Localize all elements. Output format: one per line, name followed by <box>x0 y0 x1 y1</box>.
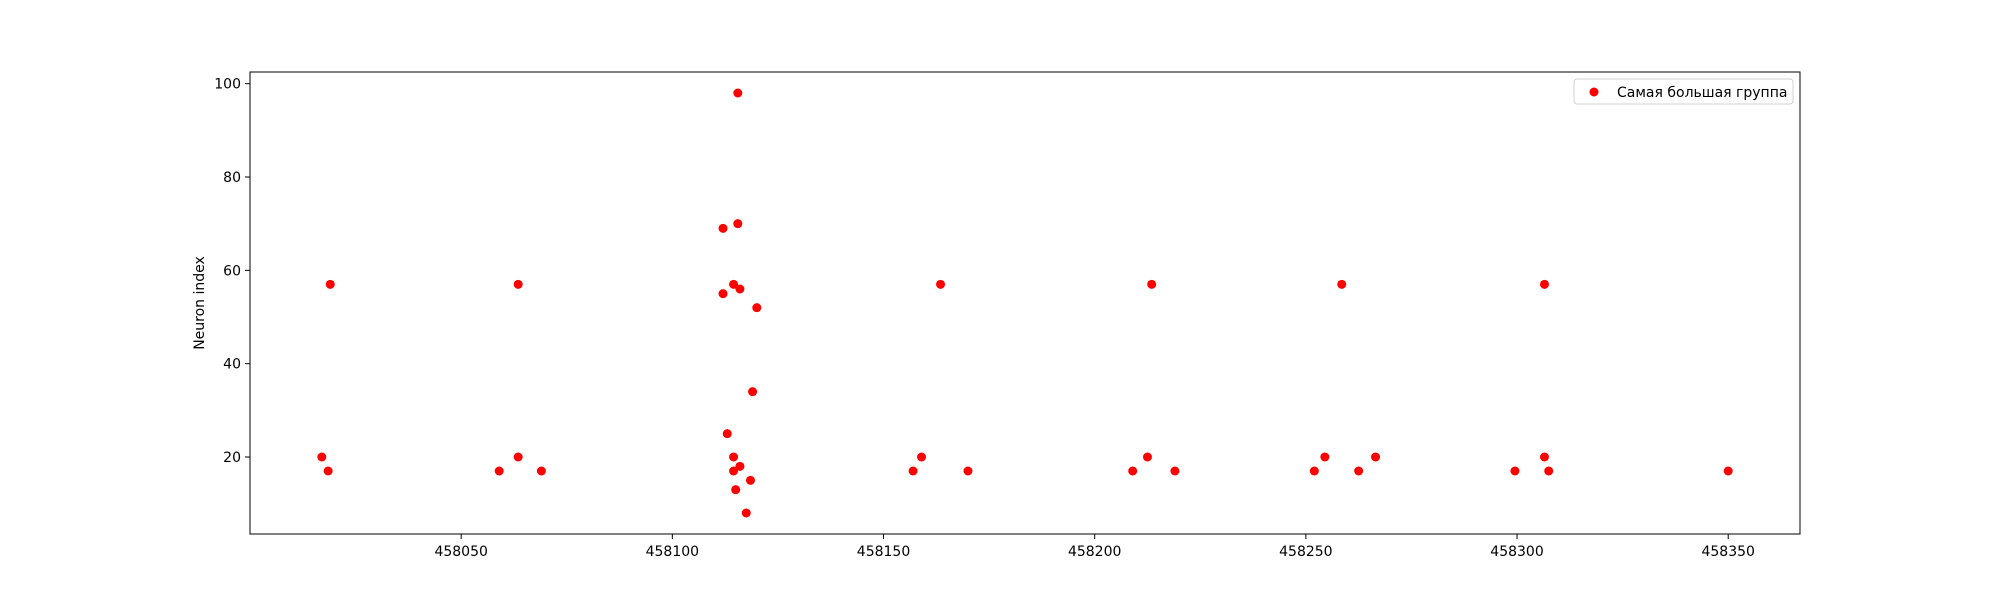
scatter-point <box>936 279 946 289</box>
legend-label: Самая большая группа <box>1617 85 1787 101</box>
x-axis-ticks: 458050 458100 458150 458200 458250 458300 4583… <box>434 534 1755 560</box>
scatter-point <box>494 466 504 476</box>
legend: Самая большая группа <box>1573 78 1794 105</box>
x-tick-label: 458100 <box>646 544 699 560</box>
plot-background <box>250 72 1800 534</box>
y-tick-label: 100 <box>214 77 241 93</box>
scatter-point <box>325 279 335 289</box>
x-tick-label: 458300 <box>1490 544 1543 560</box>
scatter-point <box>752 303 762 313</box>
x-tick-label: 458350 <box>1701 544 1754 560</box>
x-tick-label: 458250 <box>1279 544 1332 560</box>
scatter-point <box>1128 466 1138 476</box>
scatter-point <box>1170 466 1180 476</box>
scatter-point <box>735 461 745 471</box>
x-tick-label: 458050 <box>434 544 487 560</box>
x-tick-label: 458150 <box>857 544 910 560</box>
scatter-point <box>1309 466 1319 476</box>
scatter-point <box>1371 452 1381 462</box>
scatter-point <box>731 485 741 495</box>
scatter-point <box>718 223 728 233</box>
legend-marker <box>1589 87 1599 97</box>
scatter-point <box>745 475 755 485</box>
y-tick-label: 40 <box>223 357 241 373</box>
scatter-point <box>733 219 743 229</box>
scatter-point <box>718 289 728 299</box>
plot-frame <box>249 71 1801 535</box>
scatter-point <box>741 508 751 518</box>
y-tick-label: 20 <box>223 450 241 466</box>
scatter-point <box>917 452 927 462</box>
scatter-point <box>536 466 546 476</box>
scatter-point <box>1147 279 1157 289</box>
y-tick-label: 60 <box>223 263 241 279</box>
scatter-point <box>1354 466 1364 476</box>
scatter-point <box>513 279 523 289</box>
scatter-point <box>735 284 745 294</box>
scatter-point <box>729 279 739 289</box>
scatter-point <box>513 452 523 462</box>
scatter-point <box>1539 279 1549 289</box>
y-tick-label: 80 <box>223 170 241 186</box>
scatter-point <box>908 466 918 476</box>
scatter-point <box>733 88 743 98</box>
scatter-point <box>323 466 333 476</box>
scatter-point <box>748 387 758 397</box>
scatter-point <box>1142 452 1152 462</box>
scatter-points <box>317 88 1733 518</box>
scatter-point <box>729 452 739 462</box>
y-axis-ticks: 20 40 60 80 100 <box>214 77 250 466</box>
scatter-point <box>1539 452 1549 462</box>
scatter-point <box>1723 466 1733 476</box>
scatter-point <box>1320 452 1330 462</box>
scatter-point <box>722 429 732 439</box>
scatter-point <box>1337 279 1347 289</box>
x-tick-label: 458200 <box>1068 544 1121 560</box>
scatter-point <box>1544 466 1554 476</box>
scatter-point <box>729 466 739 476</box>
legend-box <box>1573 78 1794 105</box>
y-axis-label: Neuron index <box>192 256 208 350</box>
scatter-point <box>317 452 327 462</box>
scatter-point <box>1510 466 1520 476</box>
scatter-point <box>963 466 973 476</box>
